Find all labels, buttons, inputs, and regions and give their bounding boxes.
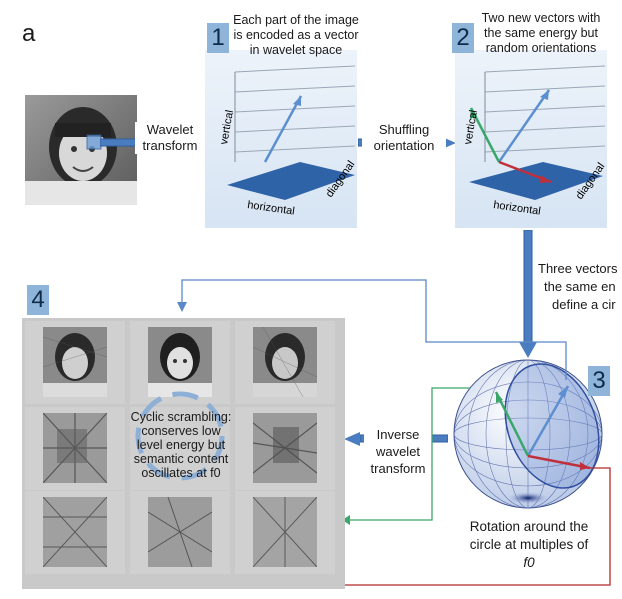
rotation-sphere <box>453 359 603 509</box>
wavelet-space-plot-2: vertical horizontal diagonal <box>462 65 607 218</box>
caption-line: define a cir <box>552 297 616 312</box>
caption-line: Rotation around the <box>469 519 589 534</box>
axis-vertical-2: vertical <box>462 109 480 145</box>
wavelet-transform-label: Wavelet transform <box>135 122 205 154</box>
thumbnail <box>253 327 317 397</box>
wavelet-space-plot-1: vertical horizontal diagonal <box>218 65 357 218</box>
step-badge-4: 4 <box>27 285 49 315</box>
label-line: transform <box>364 460 432 477</box>
panel-letter: a <box>22 20 36 47</box>
caption-line: is encoded as a vector <box>233 28 359 42</box>
inverse-wavelet-label: Inverse wavelet transform <box>364 426 432 477</box>
label-line: Shuffling <box>362 122 446 138</box>
thumbnail <box>253 413 317 483</box>
step-badge-2: 2 <box>452 23 474 53</box>
step3-caption: Three vectors the same en define a cir <box>538 260 622 314</box>
caption-line: Each part of the image <box>233 13 359 27</box>
label-line: wavelet <box>364 443 432 460</box>
grid-cell <box>25 407 125 490</box>
step-badge-1: 1 <box>207 23 229 53</box>
grid-cell <box>130 321 230 404</box>
thumbnail <box>43 413 107 483</box>
grid-cell <box>235 407 335 490</box>
input-photo <box>25 95 137 205</box>
grid-cell-center <box>130 407 230 490</box>
label-line: orientation <box>362 138 446 154</box>
grid-cell <box>130 491 230 574</box>
grid-cell <box>25 491 125 574</box>
thumbnail <box>148 327 212 397</box>
label-line: Inverse <box>364 426 432 443</box>
axis-vertical-1: vertical <box>218 109 236 145</box>
cyclic-scrambling-text: Cyclic scrambling: conserves low level e… <box>126 410 236 480</box>
thumbnail <box>253 497 317 567</box>
grid-cell <box>235 321 335 404</box>
cycle-line: semantic content <box>133 452 229 466</box>
thumbnail <box>148 497 212 567</box>
caption-line: the same energy but <box>484 26 598 40</box>
rotation-caption: Rotation around the circle at multiples … <box>454 518 604 572</box>
caption-line: random orientations <box>485 41 597 55</box>
caption-line: f0 <box>523 555 535 570</box>
shuffling-orientation-label: Shuffling orientation <box>362 122 446 154</box>
cycle-line: conserves low <box>141 424 221 438</box>
step2-caption: Two new vectors with the same energy but… <box>476 11 606 56</box>
grid-cell <box>235 491 335 574</box>
caption-line: in wavelet space <box>249 43 343 57</box>
cycle-line: Cyclic scrambling: <box>130 410 232 424</box>
cycle-line: oscillates at f0 <box>141 466 221 480</box>
caption-line: the same en <box>544 279 616 294</box>
caption-line: Two new vectors with <box>481 11 601 25</box>
caption-line: circle at multiples of <box>469 537 589 552</box>
caption-line: Three vectors <box>538 261 618 276</box>
cycle-line: level energy but <box>136 438 226 452</box>
step-badge-3: 3 <box>588 366 610 396</box>
grid-cell <box>25 321 125 404</box>
step1-caption: Each part of the image is encoded as a v… <box>230 13 362 58</box>
thumbnail <box>43 327 107 397</box>
label-line: Wavelet <box>135 122 205 138</box>
cycle-arrows <box>135 391 225 481</box>
thumbnail <box>43 497 107 567</box>
label-line: transform <box>135 138 205 154</box>
